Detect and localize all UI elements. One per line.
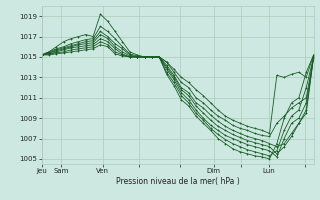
X-axis label: Pression niveau de la mer( hPa ): Pression niveau de la mer( hPa ) — [116, 177, 239, 186]
